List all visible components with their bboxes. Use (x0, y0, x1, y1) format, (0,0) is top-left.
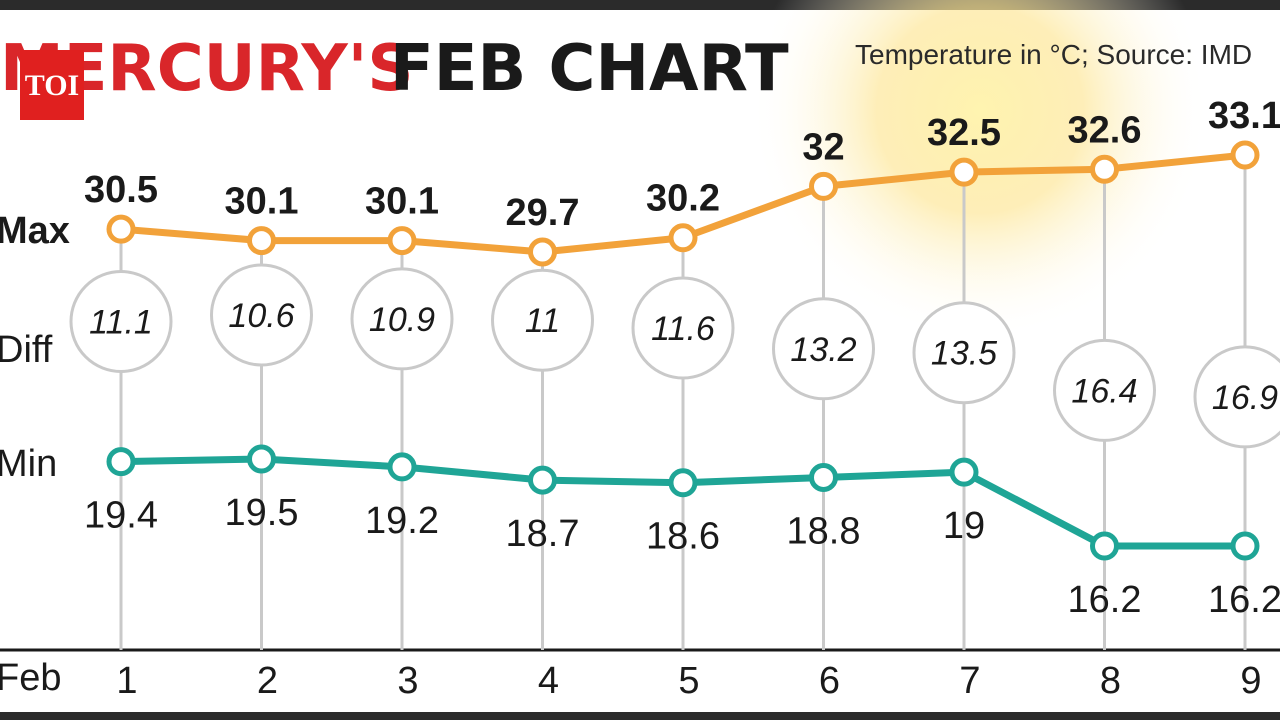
diff-label-day-5: 11.6 (651, 310, 715, 348)
x-tick-label-2: 2 (257, 660, 278, 702)
diff-bubble-day-9 (1193, 345, 1280, 449)
x-tick-label-1: 1 (116, 660, 137, 702)
diff-label-day-1: 11.1 (89, 304, 153, 342)
min-point-day-8 (1090, 531, 1119, 561)
diff-label-day-6: 13.2 (790, 331, 856, 369)
max-point-day-8 (1090, 154, 1119, 184)
top-frame-bar (0, 0, 1280, 10)
diff-label-day-4: 11 (525, 302, 560, 340)
x-tick-label-3: 3 (397, 660, 418, 702)
max-label-day-6: 32 (802, 126, 844, 168)
diff-bubble-day-6 (772, 297, 875, 401)
min-point-day-5 (668, 468, 698, 498)
max-point-day-9 (1230, 140, 1260, 170)
min-label-day-6: 18.8 (787, 510, 861, 552)
max-label-day-4: 29.7 (506, 192, 580, 234)
max-point-day-3 (387, 226, 417, 256)
diff-label-day-3: 10.9 (369, 301, 435, 339)
diff-bubble-day-7 (912, 301, 1016, 405)
x-tick-label-6: 6 (819, 660, 840, 702)
max-label-day-3: 30.1 (365, 181, 439, 223)
min-point-day-4 (528, 465, 557, 495)
max-point-day-1 (106, 214, 136, 244)
max-point-day-2 (247, 226, 276, 256)
max-point-day-7 (949, 157, 979, 187)
max-point-day-5 (668, 223, 698, 253)
diff-bubble-day-4 (491, 268, 594, 372)
diff-label-day-7: 13.5 (931, 335, 997, 373)
diff-label-day-9: 16.9 (1212, 379, 1278, 417)
diff-bubble-day-2 (210, 263, 313, 367)
min-label-day-9: 16.2 (1208, 579, 1280, 621)
diff-label-day-8: 16.4 (1071, 372, 1137, 410)
min-point-day-1 (106, 447, 136, 477)
min-label-day-8: 16.2 (1068, 579, 1142, 621)
max-label-day-2: 30.1 (225, 181, 299, 223)
x-tick-label-8: 8 (1100, 660, 1121, 702)
toi-logo-text: TOI (25, 69, 79, 102)
min-label-day-2: 19.5 (225, 492, 299, 534)
max-label-day-7: 32.5 (927, 112, 1001, 154)
row-label-diff: Diff (0, 329, 53, 371)
series-marks (69, 140, 1280, 561)
source-note: Temperature in °C; Source: IMD (855, 39, 1252, 70)
min-label-day-1: 19.4 (84, 495, 158, 537)
diff-bubble-day-5 (631, 276, 735, 380)
bottom-frame-bar (0, 712, 1280, 720)
min-label-day-3: 19.2 (365, 500, 439, 542)
x-axis-label: Feb (0, 657, 61, 699)
toi-logo (20, 50, 84, 120)
max-label-day-5: 30.2 (646, 178, 720, 220)
x-tick-label-7: 7 (959, 660, 980, 702)
max-point-day-6 (809, 171, 838, 201)
diff-bubble-day-8 (1053, 338, 1156, 442)
min-point-day-3 (387, 452, 417, 482)
diff-bubble-day-1 (69, 270, 173, 373)
min-point-day-2 (247, 444, 276, 474)
x-tick-label-4: 4 (538, 660, 559, 702)
row-label-max: Max (0, 210, 70, 252)
min-label-day-5: 18.6 (646, 516, 720, 558)
max-point-day-4 (528, 237, 557, 267)
min-label-day-7: 19 (943, 505, 985, 547)
title-black-part: FEB CHART (390, 32, 789, 106)
max-label-day-8: 32.6 (1068, 109, 1142, 151)
diff-bubble-day-3 (350, 267, 454, 371)
min-point-day-7 (949, 457, 979, 487)
min-point-day-6 (809, 462, 838, 492)
min-label-day-4: 18.7 (506, 513, 580, 555)
row-label-min: Min (0, 443, 57, 485)
max-label-day-1: 30.5 (84, 169, 158, 211)
x-tick-label-5: 5 (678, 660, 699, 702)
diff-label-day-2: 10.6 (228, 297, 294, 335)
max-label-day-9: 33.1 (1208, 95, 1280, 137)
data-labels: 11.1 30.5 19.4 1 10.6 30.1 19.5 2 10.9 30.1 19.2 3 1… (84, 95, 1280, 702)
min-point-day-9 (1230, 531, 1260, 561)
x-tick-label-9: 9 (1240, 660, 1261, 702)
